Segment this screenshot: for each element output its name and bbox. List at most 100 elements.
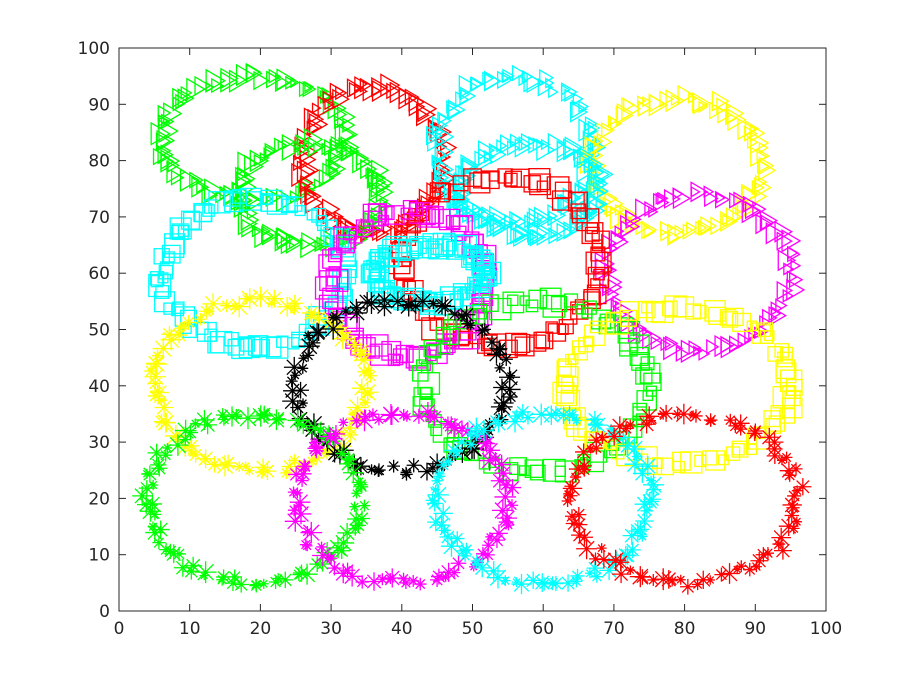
data-point <box>744 328 757 344</box>
data-point <box>446 429 460 443</box>
data-point <box>224 190 241 207</box>
data-point <box>151 520 170 539</box>
data-point <box>366 464 377 475</box>
data-point <box>159 448 173 462</box>
y-tick-label: 30 <box>88 433 110 453</box>
data-point <box>426 343 442 359</box>
data-point <box>682 223 697 240</box>
data-point <box>460 88 471 101</box>
data-point <box>646 475 657 486</box>
data-point <box>408 235 432 259</box>
data-point <box>180 85 193 100</box>
y-tick-label: 50 <box>88 321 110 341</box>
data-point <box>480 334 498 352</box>
data-point <box>751 322 774 344</box>
data-point <box>481 270 498 287</box>
data-point <box>198 303 214 319</box>
data-point <box>432 296 452 315</box>
data-point <box>488 532 505 549</box>
data-point <box>254 465 270 480</box>
data-point <box>782 495 802 515</box>
data-point <box>298 335 320 357</box>
data-point <box>609 242 619 255</box>
x-tick-label: 60 <box>532 619 554 639</box>
data-point <box>233 576 250 593</box>
data-point <box>323 316 338 330</box>
data-point <box>455 309 468 322</box>
data-point <box>572 92 584 106</box>
data-point <box>155 132 172 151</box>
data-point <box>194 561 217 584</box>
data-point <box>492 499 514 522</box>
data-point <box>259 152 270 164</box>
data-point <box>385 205 405 225</box>
data-point <box>474 150 494 173</box>
data-point <box>412 396 433 416</box>
data-point <box>499 478 514 492</box>
data-point <box>468 307 486 325</box>
data-point <box>770 306 787 326</box>
data-point <box>296 160 316 183</box>
data-point <box>757 158 771 174</box>
data-point <box>175 93 189 110</box>
data-point <box>732 312 752 332</box>
data-point <box>339 562 356 578</box>
data-point <box>537 212 551 229</box>
data-point <box>457 305 476 324</box>
data-point <box>342 462 364 484</box>
data-point <box>692 304 707 319</box>
data-point <box>490 340 508 358</box>
data-point <box>770 405 785 420</box>
data-point <box>415 103 436 127</box>
data-point <box>332 88 350 110</box>
data-point <box>617 210 638 235</box>
data-point <box>233 461 245 472</box>
data-point <box>552 381 575 404</box>
data-point <box>362 364 374 376</box>
data-point <box>455 90 470 108</box>
data-point <box>423 410 437 423</box>
data-point <box>427 130 446 153</box>
data-point <box>272 412 286 426</box>
data-point <box>463 168 482 187</box>
data-point <box>476 546 490 561</box>
data-point <box>401 411 412 422</box>
data-point <box>148 273 172 298</box>
data-point <box>750 131 770 155</box>
data-point <box>551 190 573 211</box>
data-point <box>277 139 288 152</box>
data-point <box>673 403 695 425</box>
data-point <box>294 418 305 429</box>
data-point <box>303 330 314 341</box>
y-tick-label: 70 <box>88 208 110 228</box>
data-point <box>141 468 152 479</box>
data-point <box>503 172 518 187</box>
data-point <box>319 270 341 291</box>
data-point <box>183 438 200 454</box>
data-point <box>791 516 802 527</box>
data-point <box>644 200 658 217</box>
data-point <box>351 456 371 476</box>
y-tick-label: 20 <box>88 489 110 509</box>
data-point <box>155 412 177 434</box>
data-point <box>324 552 338 565</box>
data-point <box>570 568 585 584</box>
data-point <box>514 224 531 244</box>
data-point <box>789 462 803 476</box>
data-point <box>656 457 675 476</box>
data-point <box>587 155 604 174</box>
data-point <box>249 405 272 427</box>
data-point <box>657 404 675 422</box>
data-point <box>533 206 553 228</box>
data-point <box>427 484 449 506</box>
data-point <box>589 320 603 334</box>
data-point <box>498 378 521 401</box>
data-point <box>152 337 174 360</box>
data-point <box>787 488 802 503</box>
data-point <box>348 81 363 98</box>
data-point <box>150 274 164 288</box>
data-point <box>731 414 750 433</box>
data-point <box>554 406 573 424</box>
data-point <box>510 220 531 245</box>
data-point <box>205 68 227 93</box>
